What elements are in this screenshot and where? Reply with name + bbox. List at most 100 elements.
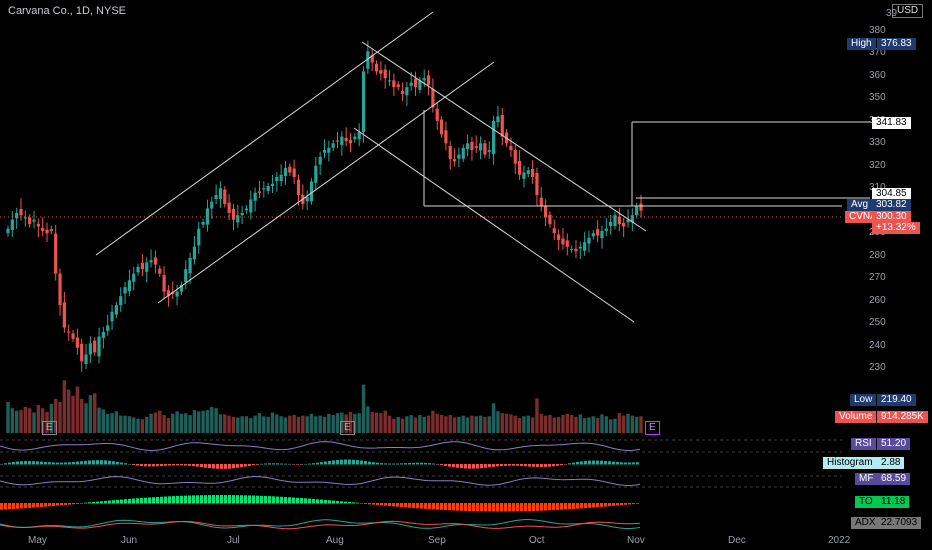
candle-body bbox=[309, 181, 314, 202]
macd-bar bbox=[200, 464, 203, 468]
volume-bar bbox=[587, 417, 591, 433]
macd-bar bbox=[88, 460, 91, 465]
volume-bar bbox=[214, 408, 218, 433]
candle-body bbox=[387, 80, 392, 82]
to-bar bbox=[636, 503, 639, 504]
to-bar bbox=[80, 503, 83, 504]
volume-bar bbox=[617, 413, 622, 433]
volume-bar bbox=[106, 413, 110, 433]
to-bar bbox=[600, 503, 603, 507]
volume-bar bbox=[374, 412, 379, 433]
candle-body bbox=[353, 136, 357, 140]
high-value: 376.83 bbox=[877, 38, 916, 50]
adx-label[interactable]: ADX bbox=[851, 517, 880, 529]
to-bar bbox=[300, 498, 303, 504]
volume-bar bbox=[49, 403, 54, 433]
macd-bar bbox=[444, 464, 447, 466]
volume-bar bbox=[14, 410, 19, 433]
to-label[interactable]: TO bbox=[855, 496, 877, 508]
candle-body bbox=[305, 197, 309, 202]
to-bar bbox=[88, 502, 91, 504]
histogram-label[interactable]: Histogram bbox=[823, 457, 877, 469]
candle-body bbox=[622, 222, 626, 227]
candle-body bbox=[179, 284, 184, 292]
to-value: 11.18 bbox=[877, 496, 910, 508]
to-bar bbox=[296, 497, 299, 504]
currency-badge[interactable]: USD bbox=[892, 4, 924, 18]
volume-bar bbox=[210, 406, 214, 433]
to-bar bbox=[52, 503, 55, 506]
volume-label[interactable]: Volume bbox=[835, 411, 877, 423]
volume-bar bbox=[305, 416, 309, 433]
volume-bar bbox=[314, 416, 318, 433]
volume-bar bbox=[223, 414, 227, 433]
macd-bar bbox=[252, 464, 255, 466]
y-tick-label: 380 bbox=[869, 24, 886, 36]
macd-bar bbox=[552, 464, 555, 467]
earnings-marker-may[interactable]: E bbox=[42, 421, 57, 435]
volume-bar bbox=[535, 398, 539, 433]
to-bar bbox=[484, 503, 487, 512]
candle-body bbox=[101, 332, 105, 338]
volume-bar bbox=[548, 415, 552, 433]
candle-body bbox=[244, 208, 249, 211]
candle-body bbox=[613, 215, 617, 227]
earnings-marker-aug[interactable]: E bbox=[340, 421, 355, 435]
candle-body bbox=[357, 132, 361, 140]
to-bar bbox=[528, 503, 531, 512]
candle-body bbox=[596, 229, 600, 236]
volume-bar bbox=[370, 411, 374, 433]
last-symbol: CVNA bbox=[845, 211, 881, 223]
mf-label[interactable]: MF bbox=[855, 473, 878, 485]
candle-body bbox=[370, 55, 374, 63]
volume-bar bbox=[58, 402, 62, 433]
to-bar bbox=[532, 503, 535, 511]
volume-bar bbox=[530, 417, 535, 433]
macd-bar bbox=[528, 464, 531, 467]
volume-bar bbox=[600, 414, 604, 433]
to-bar bbox=[468, 503, 471, 512]
macd-bar bbox=[608, 461, 611, 465]
volume-bar bbox=[578, 414, 583, 433]
macd-bar bbox=[192, 464, 195, 467]
macd-bar bbox=[360, 460, 363, 465]
volume-bar bbox=[153, 412, 158, 433]
macd-bar bbox=[596, 460, 599, 465]
macd-bar bbox=[112, 461, 115, 465]
volume-bar bbox=[357, 413, 361, 433]
earnings-marker-nov[interactable]: E bbox=[645, 421, 660, 435]
macd-bar bbox=[156, 464, 159, 467]
macd-bar bbox=[204, 464, 207, 468]
macd-bar bbox=[288, 463, 291, 465]
to-bar bbox=[20, 503, 23, 509]
candle-body bbox=[136, 266, 140, 273]
candle-body bbox=[491, 120, 496, 155]
to-bar bbox=[288, 497, 291, 504]
candle-body bbox=[236, 215, 240, 223]
macd-bar bbox=[228, 464, 231, 469]
to-bar bbox=[544, 503, 547, 511]
to-bar bbox=[44, 503, 47, 507]
candle-body bbox=[409, 82, 413, 86]
to-bar bbox=[452, 503, 455, 511]
to-bar bbox=[8, 503, 11, 510]
candle-body bbox=[162, 274, 166, 292]
volume-bar bbox=[470, 415, 474, 433]
macd-bar bbox=[172, 464, 175, 466]
macd-bar bbox=[272, 463, 275, 465]
macd-bar bbox=[324, 461, 327, 465]
macd-bar bbox=[196, 464, 199, 467]
to-bar bbox=[624, 503, 627, 505]
to-bar bbox=[340, 501, 343, 504]
low-value: 219.40 bbox=[877, 394, 916, 406]
macd-bar bbox=[384, 463, 387, 465]
volume-bar bbox=[504, 413, 509, 433]
macd-bar bbox=[28, 460, 31, 465]
volume-bar bbox=[431, 410, 435, 433]
candle-body bbox=[62, 302, 66, 328]
rsi-label[interactable]: RSI bbox=[851, 438, 876, 450]
candle-body bbox=[448, 146, 452, 160]
volume-bar bbox=[413, 417, 418, 433]
